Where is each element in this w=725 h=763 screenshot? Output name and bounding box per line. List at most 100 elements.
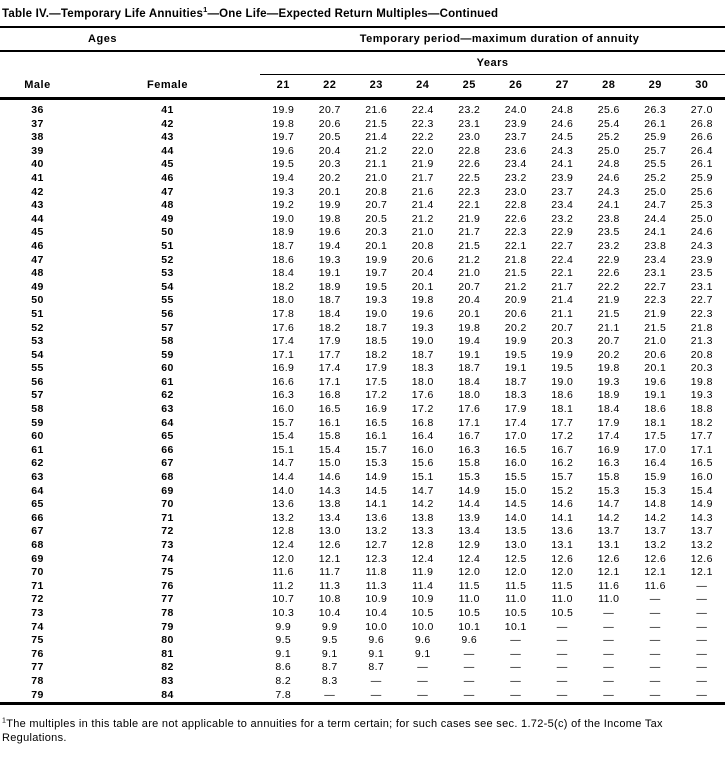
multiple-value-cell: 13.9 — [458, 511, 481, 524]
year-column-header: 24 — [399, 74, 446, 100]
multiple-value-cell: 13.1 — [551, 539, 574, 551]
multiple-value-cell: 20.7 — [597, 335, 620, 348]
multiple-value-cell: 14.9 — [365, 471, 388, 484]
multiple-value-cell: 18.7 — [272, 239, 295, 252]
multiple-value-cell: 21.1 — [597, 321, 620, 334]
table-row: 43 48 19.2 19.9 20.7 21.4 22.1 22.8 23.4 24.1 24.7… — [0, 199, 725, 213]
table-row: 70 75 11.6 11.7 11.8 11.9 12.0 12.0 12.0 12.1 12.1… — [0, 566, 725, 580]
table-row: 74 79 9.9 9.9 10.0 10.0 10.1 10.1 — — — — — [0, 621, 725, 635]
multiple-value-cell: 20.2 — [318, 171, 341, 184]
multiple-value-cell: — — [463, 674, 475, 687]
multiple-value-cell: 18.0 — [272, 294, 295, 307]
multiple-value-cell: 14.9 — [690, 498, 713, 511]
multiple-value-cell: 21.4 — [365, 131, 388, 144]
multiple-value-cell: 20.8 — [411, 239, 434, 252]
male-age-cell: 66 — [31, 511, 44, 524]
multiple-value-cell: 17.1 — [318, 375, 341, 388]
multiple-value-cell: 20.1 — [318, 185, 341, 198]
multiple-value-cell: 21.5 — [458, 239, 481, 252]
male-age-cell: 52 — [31, 321, 44, 334]
multiple-value-cell: 15.0 — [318, 457, 341, 470]
multiple-value-cell: 20.8 — [690, 348, 713, 361]
multiple-value-cell: — — [603, 688, 615, 701]
male-age-cell: 77 — [31, 661, 44, 674]
multiple-value-cell: 10.3 — [272, 606, 295, 619]
multiple-value-cell: 16.3 — [272, 389, 295, 402]
multiple-value-cell: 19.6 — [644, 375, 667, 388]
multiple-value-cell: 10.1 — [458, 620, 481, 633]
multiple-value-cell: 13.7 — [690, 525, 713, 538]
multiple-value-cell: 12.1 — [644, 566, 667, 579]
multiple-value-cell: 12.6 — [551, 552, 574, 565]
female-age-cell: 66 — [161, 443, 174, 456]
multiple-value-cell: — — [603, 606, 615, 619]
multiple-value-cell: 20.1 — [365, 239, 388, 252]
multiple-value-cell: 13.4 — [458, 525, 481, 538]
male-age-cell: 72 — [31, 593, 44, 606]
multiple-value-cell: 13.5 — [504, 525, 527, 538]
multiple-value-cell: 25.9 — [690, 171, 713, 184]
multiple-value-cell: 18.2 — [690, 416, 713, 429]
multiple-value-cell: 19.6 — [318, 226, 341, 239]
multiple-value-cell: 12.7 — [365, 539, 388, 551]
multiple-value-cell: 9.6 — [461, 634, 478, 647]
female-age-cell: 42 — [161, 117, 174, 130]
multiple-value-cell: 16.2 — [551, 457, 574, 470]
multiple-value-cell: 18.2 — [272, 280, 295, 293]
multiple-value-cell: 18.0 — [411, 375, 434, 388]
multiple-value-cell: 8.7 — [368, 661, 385, 674]
multiple-value-cell: — — [510, 634, 522, 647]
multiple-value-cell: 17.1 — [272, 348, 295, 361]
multiple-value-cell: 11.6 — [644, 579, 666, 592]
table-row: 77 82 8.6 8.7 8.7 — — — — — — — — [0, 661, 725, 675]
table-row: 38 43 19.7 20.5 21.4 22.2 23.0 23.7 24.5 25.2 25.9… — [0, 131, 725, 145]
multiple-value-cell: 18.7 — [504, 375, 527, 388]
multiple-value-cell: 12.4 — [272, 539, 295, 551]
multiple-value-cell: 22.3 — [411, 117, 434, 130]
multiple-value-cell: 16.3 — [597, 457, 620, 470]
multiple-value-cell: 20.3 — [551, 335, 574, 348]
multiple-value-cell: 15.9 — [644, 471, 667, 484]
multiple-value-cell: 19.8 — [411, 294, 434, 307]
multiple-value-cell: 21.0 — [458, 267, 481, 280]
female-age-cell: 82 — [161, 661, 174, 674]
multiple-value-cell: 16.5 — [690, 457, 713, 470]
multiple-value-cell: 21.0 — [365, 171, 388, 184]
female-age-cell: 59 — [161, 348, 174, 361]
multiple-value-cell: 17.1 — [690, 443, 713, 456]
table-row: 42 47 19.3 20.1 20.8 21.6 22.3 23.0 23.7 24.3 25.0… — [0, 186, 725, 200]
multiple-value-cell: 19.6 — [272, 144, 295, 157]
multiple-value-cell: 10.7 — [272, 593, 295, 606]
multiple-value-cell: 20.1 — [644, 362, 667, 375]
multiple-value-cell: 8.6 — [275, 661, 292, 674]
multiple-value-cell: 11.2 — [272, 579, 294, 592]
multiple-value-cell: 18.5 — [365, 335, 388, 348]
female-age-cell: 83 — [161, 674, 174, 687]
multiple-value-cell: 18.6 — [272, 253, 295, 266]
multiple-value-cell: 12.0 — [551, 566, 574, 579]
multiple-value-cell: 13.2 — [644, 539, 667, 551]
multiple-value-cell: 17.6 — [411, 389, 434, 402]
multiple-value-cell: 16.9 — [365, 403, 388, 416]
multiple-value-cell: 17.2 — [365, 389, 388, 402]
multiple-value-cell: 16.6 — [272, 375, 295, 388]
multiple-value-cell: 15.4 — [272, 430, 295, 443]
year-column-header: 21 — [260, 74, 307, 100]
multiple-value-cell: 19.5 — [365, 280, 388, 293]
male-age-cell: 57 — [31, 389, 44, 402]
multiple-value-cell: 12.6 — [597, 552, 620, 565]
multiple-value-cell: 19.0 — [365, 307, 388, 320]
multiple-value-cell: 15.8 — [318, 430, 341, 443]
multiple-value-cell: 14.7 — [272, 457, 295, 470]
multiple-value-cell: — — [556, 647, 568, 660]
multiple-value-cell: 22.0 — [411, 144, 434, 157]
multiple-value-cell: 22.1 — [458, 199, 481, 212]
table-row: 65 70 13.6 13.8 14.1 14.2 14.4 14.5 14.6 14.7 14.8… — [0, 498, 725, 512]
multiple-value-cell: 20.4 — [318, 144, 341, 157]
female-age-cell: 67 — [161, 457, 174, 470]
multiple-value-cell: 15.7 — [551, 471, 574, 484]
multiple-value-cell: 9.5 — [321, 634, 338, 647]
multiple-value-cell: 26.4 — [690, 144, 713, 157]
multiple-value-cell: 12.3 — [365, 552, 388, 565]
multiple-value-cell: — — [696, 688, 708, 701]
